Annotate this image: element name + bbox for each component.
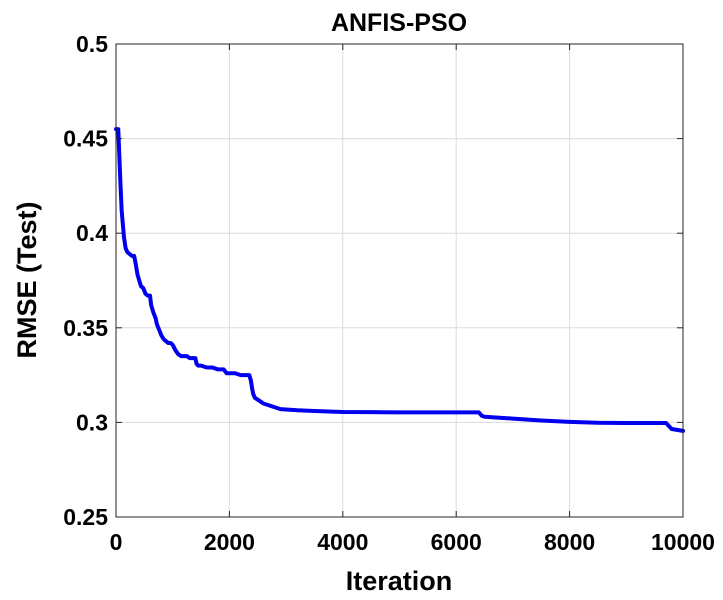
y-tick-label: 0.5: [76, 31, 108, 57]
series-layer: [114, 127, 685, 433]
series-line: [114, 127, 685, 433]
plot-background: [116, 44, 683, 517]
x-axis-title: Iteration: [346, 566, 453, 596]
axes-box: [115, 43, 684, 518]
y-tick-label: 0.45: [63, 126, 108, 152]
x-tick-label: 10000: [651, 529, 715, 555]
y-tick-label: 0.3: [76, 409, 108, 435]
x-tick-label: 2000: [204, 529, 255, 555]
x-tick-label: 6000: [431, 529, 482, 555]
x-tick-label: 4000: [317, 529, 368, 555]
plot-area: [114, 43, 685, 518]
y-tick-label: 0.4: [76, 220, 108, 246]
y-tick-label: 0.25: [63, 504, 108, 530]
y-axis-title: RMSE (Test): [12, 201, 42, 358]
y-axis-ticks: 0.25 0.3 0.35 0.4 0.45 0.5: [63, 31, 683, 530]
chart-title: ANFIS-PSO: [331, 9, 467, 37]
x-axis-ticks: 0 2000 4000 6000 8000 10000: [110, 44, 715, 555]
grid-lines: [116, 44, 683, 517]
x-tick-label: 0: [110, 529, 123, 555]
y-tick-label: 0.35: [63, 315, 108, 341]
x-tick-label: 8000: [544, 529, 595, 555]
